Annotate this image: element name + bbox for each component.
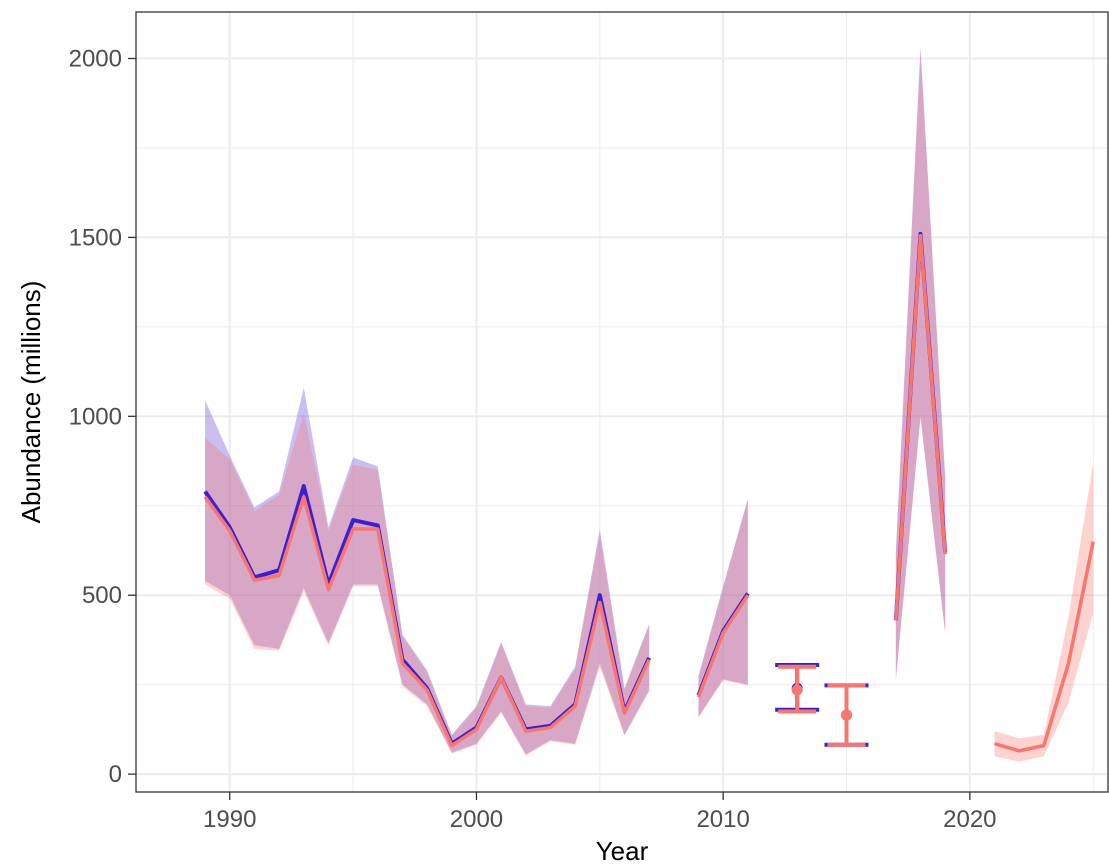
confidence-bands bbox=[205, 47, 1094, 762]
y-tick-label: 1500 bbox=[69, 224, 122, 251]
x-tick-label: 2000 bbox=[450, 806, 503, 833]
point-estimates bbox=[775, 662, 869, 747]
confidence-band-series_a bbox=[205, 387, 650, 755]
series-line-series_b bbox=[203, 495, 651, 748]
point-series_b bbox=[791, 684, 803, 696]
series-line-series_b bbox=[994, 541, 1095, 753]
x-tick-label: 2010 bbox=[696, 806, 749, 833]
series-line-series_b bbox=[696, 594, 750, 698]
x-axis-title: Year bbox=[596, 836, 649, 866]
confidence-band-series_b bbox=[895, 49, 946, 681]
point-series_b bbox=[840, 709, 852, 721]
x-tick-label: 1990 bbox=[203, 806, 256, 833]
y-tick-label: 0 bbox=[109, 761, 122, 788]
confidence-band-series_b bbox=[205, 412, 650, 756]
y-tick-label: 1000 bbox=[69, 403, 122, 430]
panel-border bbox=[135, 11, 1109, 793]
y-tick-label: 2000 bbox=[69, 46, 122, 73]
series-lines bbox=[203, 231, 1095, 753]
y-axis-title: Abundance (millions) bbox=[16, 281, 46, 524]
series-line-series_b bbox=[894, 233, 947, 621]
axes: 1990 2000 2010 2020 0 500 1000 1500 2000 bbox=[69, 46, 997, 833]
x-tick-label: 2020 bbox=[943, 806, 996, 833]
confidence-band-series_a bbox=[895, 47, 946, 680]
confidence-band-series_b bbox=[994, 462, 1094, 762]
y-tick-label: 500 bbox=[82, 582, 122, 609]
